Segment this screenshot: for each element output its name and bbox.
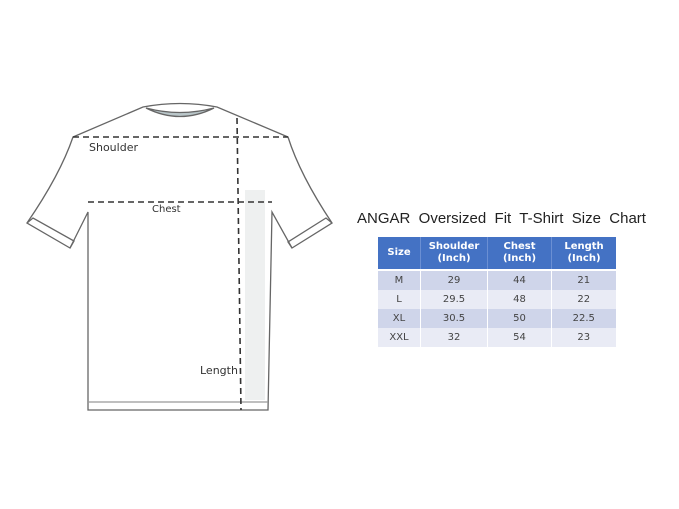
table-row: M 29 44 21 <box>378 270 617 290</box>
header-chest: Chest (Inch) <box>487 237 552 271</box>
header-unit: (Inch) <box>502 253 537 264</box>
table-cell: 44 <box>487 270 552 290</box>
header-text: Size <box>387 247 411 258</box>
shoulder-label: Shoulder <box>89 141 138 154</box>
chest-label: Chest <box>152 204 181 215</box>
table-cell: XL <box>378 309 421 328</box>
header-size: Size <box>378 237 421 271</box>
table-cell: 29 <box>420 270 488 290</box>
size-chart-title: ANGAR Oversized Fit T-Shirt Size Chart <box>357 210 646 227</box>
header-length: Length (Inch) <box>551 237 616 271</box>
measurement-lines <box>73 117 288 411</box>
shirt-shading <box>245 190 265 400</box>
table-cell: 22 <box>551 290 617 309</box>
header-unit: (Inch) <box>437 253 471 264</box>
table-row: XL 30.5 50 22.5 <box>378 309 617 328</box>
header-text: Chest <box>503 241 536 252</box>
tshirt-outline <box>26 102 333 411</box>
table-header-row: Size Shoulder (Inch) Chest (Inch) Length (I… <box>378 237 616 271</box>
table-row: XXL 32 54 23 <box>378 328 617 347</box>
table-cell: 21 <box>551 270 617 290</box>
header-shoulder: Shoulder (Inch) <box>420 237 488 271</box>
table-cell: 22.5 <box>551 309 617 328</box>
table-cell: 30.5 <box>420 309 488 328</box>
size-chart-table: Size Shoulder (Inch) Chest (Inch) Length (I… <box>378 237 617 347</box>
length-line <box>236 117 242 411</box>
table-cell: 50 <box>487 309 552 328</box>
header-text: Length <box>564 241 604 252</box>
table-cell: 32 <box>420 328 488 347</box>
table-cell: 23 <box>551 328 617 347</box>
length-label: Length <box>200 364 238 377</box>
table-cell: 48 <box>487 290 552 309</box>
table-cell: M <box>378 270 421 290</box>
table-cell: L <box>378 290 421 309</box>
table-cell: 54 <box>487 328 552 347</box>
header-text: Shoulder <box>428 241 480 252</box>
header-unit: (Inch) <box>567 253 601 264</box>
table-cell: XXL <box>378 328 421 347</box>
table-row: L 29.5 48 22 <box>378 290 617 309</box>
table-cell: 29.5 <box>420 290 488 309</box>
